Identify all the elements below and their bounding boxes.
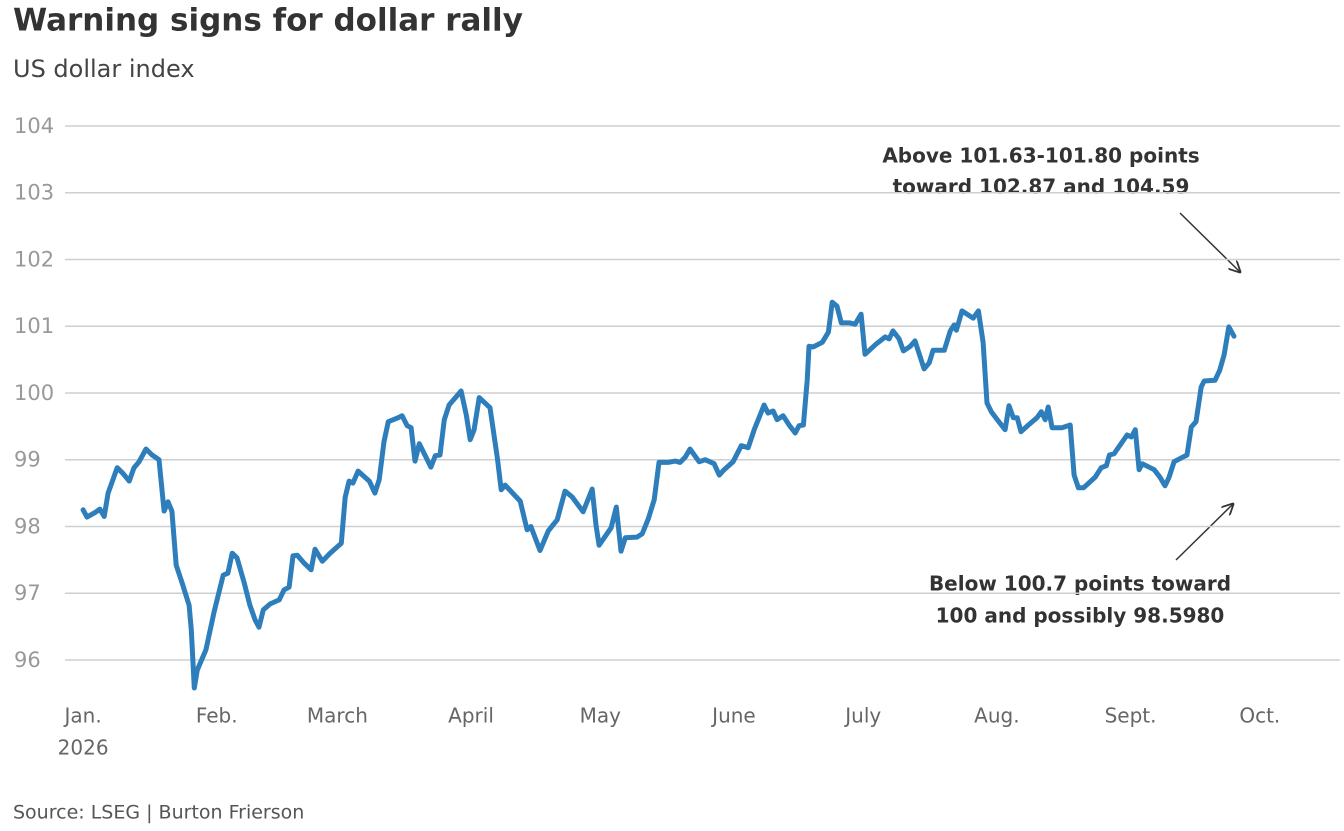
x-tick-label: Sept. — [1105, 704, 1157, 728]
y-tick-label: 103 — [14, 181, 54, 205]
arrow — [1179, 212, 1240, 272]
y-tick-label: 97 — [14, 581, 41, 605]
x-tick-label: Aug. — [974, 704, 1019, 728]
x-tick-label: May — [580, 704, 622, 728]
y-tick-label: 102 — [14, 247, 54, 271]
x-tick-label: July — [843, 704, 881, 728]
y-tick-label: 99 — [14, 448, 41, 472]
y-tick-label: 96 — [14, 648, 41, 672]
arrow — [1175, 504, 1233, 561]
annotation: toward 102.87 and 104.59 — [893, 175, 1190, 199]
y-tick-label: 100 — [14, 381, 54, 405]
source: Source: LSEG | Burton Frierson — [13, 802, 304, 824]
data-line — [80, 299, 1237, 691]
x-tick-label: Oct. — [1239, 704, 1280, 728]
y-tick-label: 98 — [14, 514, 41, 538]
y-tick-label: 104 — [14, 114, 54, 138]
x-tick-label: June — [710, 704, 756, 728]
chart-title: Warning signs for dollar rally — [13, 3, 523, 39]
annotation: 100 and possibly 98.5980 — [936, 604, 1225, 628]
x-tick-label: March — [307, 704, 368, 728]
x-tick-label: Jan. — [63, 704, 102, 728]
chart-subtitle: US dollar index — [13, 55, 195, 83]
x-year-label: 2026 — [58, 736, 109, 760]
y-tick-label: 101 — [14, 314, 54, 338]
annotation: Below 100.7 points toward — [929, 572, 1231, 596]
x-tick-label: April — [448, 704, 494, 728]
x-tick-label: Feb. — [196, 704, 238, 728]
annotation: Above 101.63-101.80 points — [882, 144, 1199, 168]
